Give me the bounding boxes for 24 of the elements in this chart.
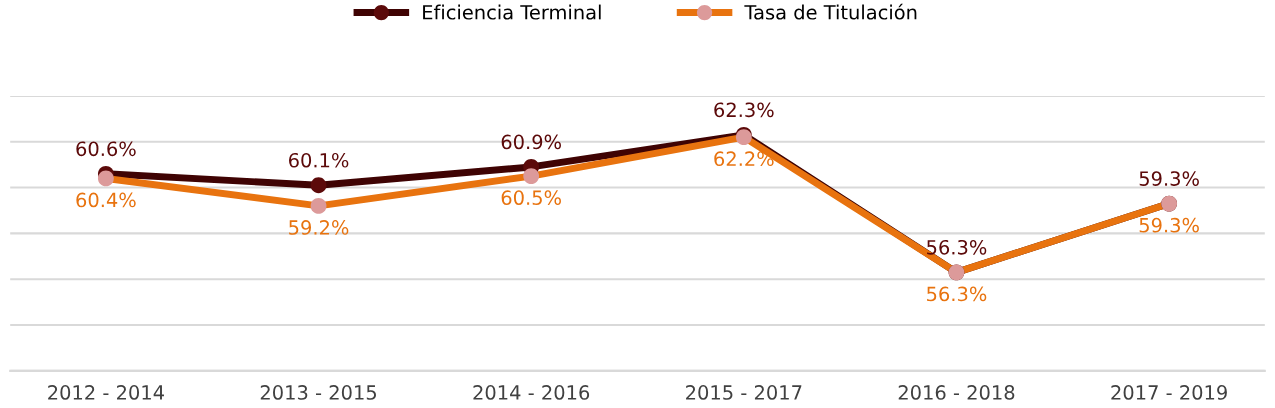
- data-label: 62.3%: [714, 102, 774, 118]
- point: [310, 197, 327, 214]
- point: [97, 170, 114, 187]
- data-label: 59.3%: [1139, 217, 1199, 233]
- data-label: 56.3%: [927, 239, 987, 255]
- legend-label: Eficiencia Terminal: [423, 4, 601, 20]
- x-tick-label: 2016 - 2018: [898, 385, 1015, 400]
- x-tick-label: 2012 - 2014: [48, 385, 164, 400]
- data-label: 60.5%: [501, 190, 561, 206]
- legend-label: Tasa de Titulación: [744, 3, 917, 20]
- point: [310, 177, 327, 194]
- data-label: 60.4%: [76, 192, 136, 208]
- data-label: 60.1%: [289, 152, 349, 168]
- x-tick-label: 2014 - 2016: [473, 385, 590, 400]
- data-label: 59.2%: [289, 220, 349, 235]
- data-label: 62.2%: [714, 151, 774, 167]
- x-tick-label: 2013 - 2015: [260, 385, 377, 400]
- data-label: 60.6%: [76, 141, 136, 157]
- point: [523, 168, 540, 184]
- data-label: 59.3%: [1139, 171, 1199, 186]
- data-label: 56.3%: [927, 286, 987, 302]
- data-label: 60.9%: [501, 134, 561, 150]
- x-tick-label: 2017 - 2019: [1111, 385, 1227, 400]
- x-tick-label: 2015 - 2017: [686, 385, 802, 400]
